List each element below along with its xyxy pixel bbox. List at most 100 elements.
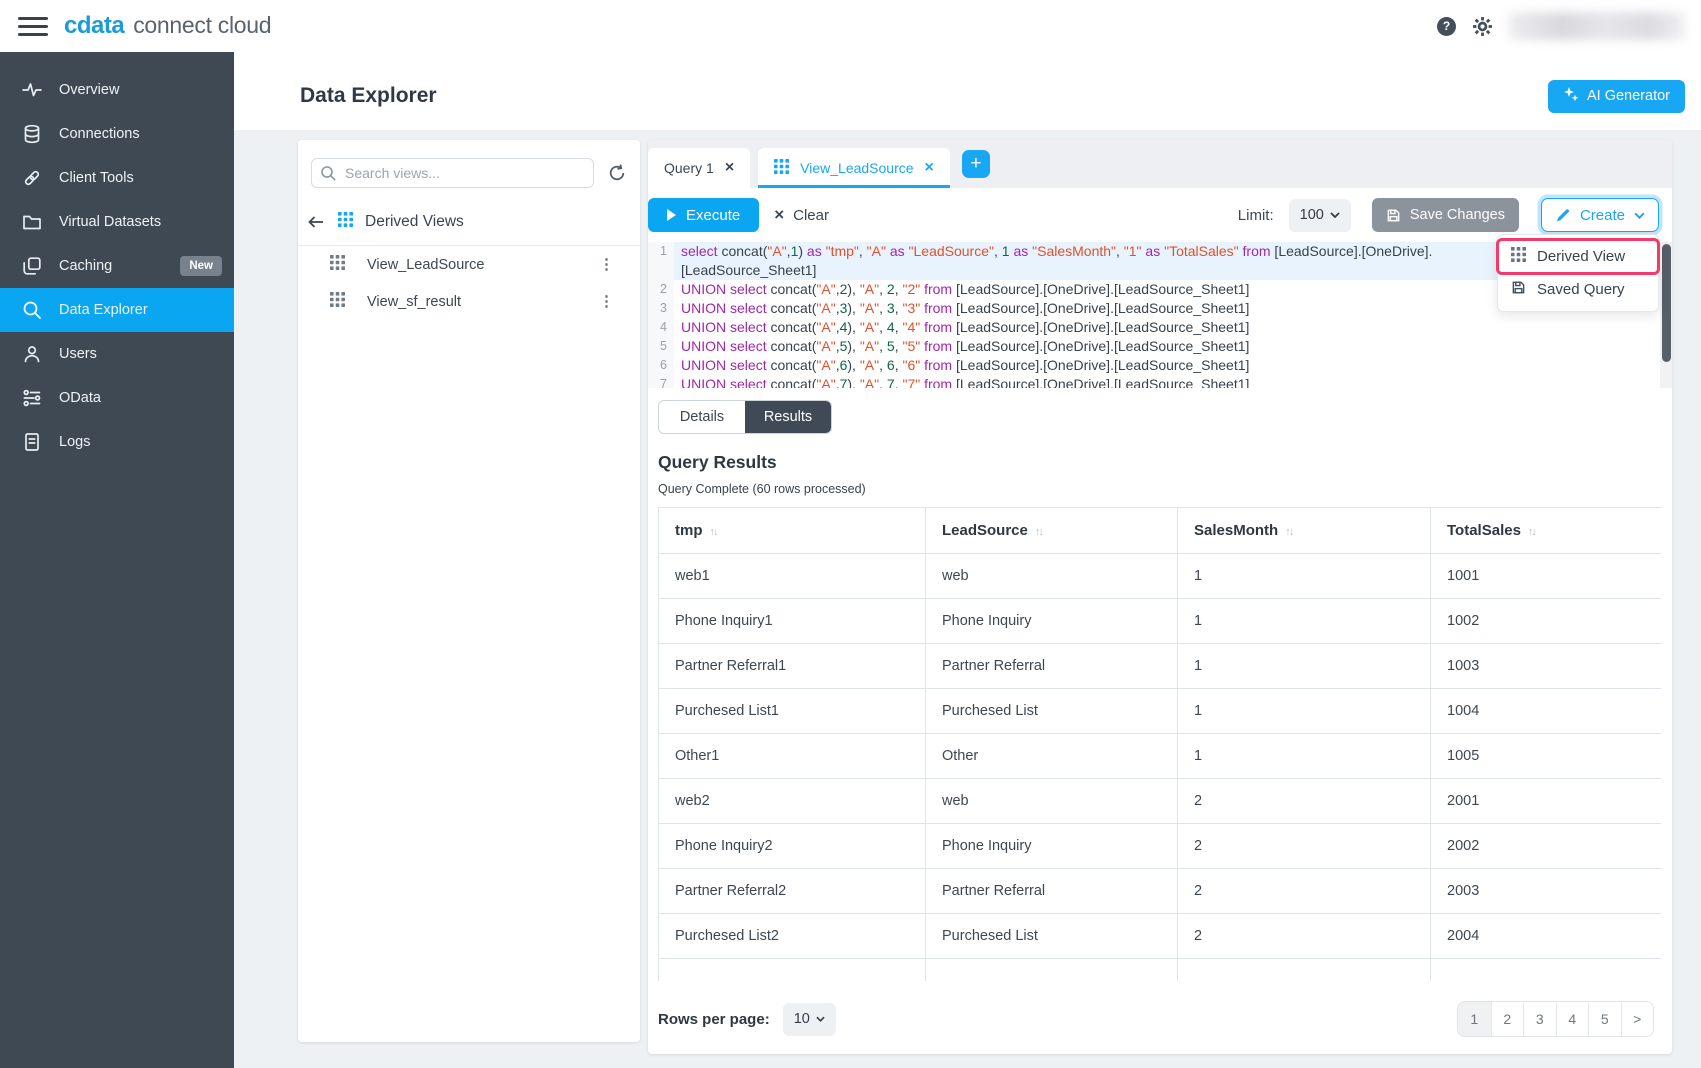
sort-arrows-icon[interactable]: ↑↓	[1528, 526, 1535, 538]
editor-line-4[interactable]: 4UNION select concat("A",4), "A", 4, "4"…	[648, 318, 1672, 337]
table-cell: Partner Referral2	[659, 869, 926, 914]
sidebar-item-virtual-datasets[interactable]: Virtual Datasets	[0, 200, 234, 244]
editor-line-7[interactable]: 7UNION select concat("A",7), "A", 7, "7"…	[648, 375, 1672, 388]
sort-arrows-icon[interactable]: ↑↓	[1285, 526, 1292, 538]
page-button-5[interactable]: 5	[1588, 1002, 1621, 1036]
close-icon[interactable]: ×	[925, 160, 934, 176]
rows-per-page-label: Rows per page:	[658, 1011, 770, 1028]
kebab-menu-icon[interactable]: ⋮	[595, 255, 618, 274]
clear-button[interactable]: × Clear	[774, 205, 829, 225]
page: cdata connect cloud ? OverviewConnection…	[0, 0, 1701, 1068]
derived-view-grid-icon	[774, 159, 789, 177]
limit-select[interactable]: 100	[1289, 199, 1351, 232]
table-row[interactable]: Other1Other11005	[659, 734, 1662, 779]
sidebar-item-odata[interactable]: OData	[0, 376, 234, 420]
page-button-1[interactable]: 1	[1458, 1002, 1491, 1036]
table-row[interactable]: Purchesed List2Purchesed List22004	[659, 914, 1662, 959]
line-number: 7	[648, 375, 674, 388]
table-cell: 1	[1178, 644, 1431, 689]
execute-button[interactable]: Execute	[648, 198, 759, 232]
page-button-4[interactable]: 4	[1556, 1002, 1589, 1036]
menu-item-saved-query[interactable]: Saved Query	[1498, 273, 1658, 306]
editor-line-5[interactable]: 5UNION select concat("A",5), "A", 5, "5"…	[648, 337, 1672, 356]
column-header-tmp[interactable]: tmp↑↓	[659, 508, 926, 554]
sidebar-item-logs[interactable]: Logs	[0, 420, 234, 464]
table-cell: Phone Inquiry	[926, 599, 1178, 644]
line-number: 6	[648, 356, 674, 375]
help-icon[interactable]: ?	[1437, 17, 1456, 36]
search-views-input[interactable]	[311, 158, 594, 188]
ai-generator-button[interactable]: AI Generator	[1548, 80, 1685, 113]
column-header-salesmonth[interactable]: SalesMonth↑↓	[1178, 508, 1431, 554]
main-area: Data Explorer AI Generator	[234, 52, 1701, 1068]
column-header-leadsource[interactable]: LeadSource↑↓	[926, 508, 1178, 554]
line-number: 3	[648, 299, 674, 318]
table-row[interactable]: Partner Referral1Partner Referral11003	[659, 644, 1662, 689]
hamburger-menu-icon[interactable]	[18, 17, 48, 36]
workspace: Query 1 × View_LeadSource × +	[648, 140, 1672, 1054]
table-cell: 1	[1178, 554, 1431, 599]
table-cell: 2004	[1431, 914, 1662, 959]
save-icon	[1511, 280, 1526, 299]
save-changes-button[interactable]: Save Changes	[1372, 198, 1519, 232]
brand-cdata: cdata	[64, 12, 124, 40]
table-row[interactable]: Partner Referral2Partner Referral22003	[659, 869, 1662, 914]
table-row[interactable]: Phone Inquiry2Phone Inquiry22002	[659, 824, 1662, 869]
search-icon	[320, 165, 337, 182]
sidebar-item-label: Connections	[59, 126, 140, 142]
folder-icon	[22, 212, 42, 232]
results-table: tmp↑↓LeadSource↑↓SalesMonth↑↓TotalSales↑…	[658, 507, 1661, 981]
sidebar-item-label: Data Explorer	[59, 302, 148, 318]
kebab-menu-icon[interactable]: ⋮	[595, 292, 618, 311]
scrollbar-thumb[interactable]	[1662, 244, 1671, 362]
table-cell	[659, 959, 926, 982]
table-row[interactable]: web1web11001	[659, 554, 1662, 599]
table-cell: Partner Referral	[926, 869, 1178, 914]
next-page-button[interactable]: >	[1621, 1002, 1654, 1036]
table-cell: 1003	[1431, 644, 1662, 689]
table-cell: 2	[1178, 914, 1431, 959]
content: Derived Views View_LeadSource⋮View_sf_re…	[234, 130, 1701, 1068]
views-list: View_LeadSource⋮View_sf_result⋮	[298, 246, 640, 320]
table-row[interactable]: web2web22001	[659, 779, 1662, 824]
page-button-2[interactable]: 2	[1491, 1002, 1524, 1036]
page-button-3[interactable]: 3	[1523, 1002, 1556, 1036]
menu-item-derived-view[interactable]: Derived View	[1498, 240, 1658, 273]
tab-query-1[interactable]: Query 1 ×	[648, 148, 750, 188]
sort-arrows-icon[interactable]: ↑↓	[710, 526, 717, 538]
sidebar-item-caching[interactable]: CachingNew	[0, 244, 234, 288]
tab-results[interactable]: Results	[745, 401, 831, 433]
new-tab-button[interactable]: +	[962, 150, 990, 178]
topbar-right: ?	[1437, 12, 1685, 40]
sidebar-item-overview[interactable]: Overview	[0, 68, 234, 112]
view-item-view-sf-result[interactable]: View_sf_result⋮	[298, 283, 640, 320]
sidebar-item-users[interactable]: Users	[0, 332, 234, 376]
back-arrow-icon[interactable]	[307, 215, 325, 229]
editor-scrollbar[interactable]	[1660, 242, 1672, 388]
table-cell: web1	[659, 554, 926, 599]
table-cell: Purchesed List1	[659, 689, 926, 734]
close-icon[interactable]: ×	[725, 160, 734, 176]
table-cell: 1005	[1431, 734, 1662, 779]
sidebar-item-connections[interactable]: Connections	[0, 112, 234, 156]
save-icon	[1386, 208, 1401, 223]
view-item-view-leadsource[interactable]: View_LeadSource⋮	[298, 246, 640, 283]
table-row[interactable]: Purchesed List1Purchesed List11004	[659, 689, 1662, 734]
sidebar-item-client-tools[interactable]: Client Tools	[0, 156, 234, 200]
gear-icon[interactable]	[1472, 16, 1493, 37]
tab-view-leadsource[interactable]: View_LeadSource ×	[758, 148, 950, 188]
sort-arrows-icon[interactable]: ↑↓	[1035, 526, 1042, 538]
chevron-down-icon	[816, 1016, 825, 1022]
table-row[interactable]: Phone Inquiry1Phone Inquiry11002	[659, 599, 1662, 644]
refresh-icon[interactable]	[607, 163, 627, 183]
tab-details[interactable]: Details	[659, 401, 745, 433]
rows-per-page-select[interactable]: 10	[783, 1003, 836, 1036]
search-icon	[22, 300, 42, 320]
sidebar-item-data-explorer[interactable]: Data Explorer	[0, 288, 234, 332]
editor-line-6[interactable]: 6UNION select concat("A",6), "A", 6, "6"…	[648, 356, 1672, 375]
create-dropdown-menu: Derived ViewSaved Query	[1497, 234, 1659, 312]
user-name-blurred[interactable]	[1509, 12, 1685, 40]
chevron-down-icon	[1634, 212, 1645, 219]
create-button[interactable]: Create	[1541, 198, 1659, 232]
column-header-totalsales[interactable]: TotalSales↑↓	[1431, 508, 1662, 554]
